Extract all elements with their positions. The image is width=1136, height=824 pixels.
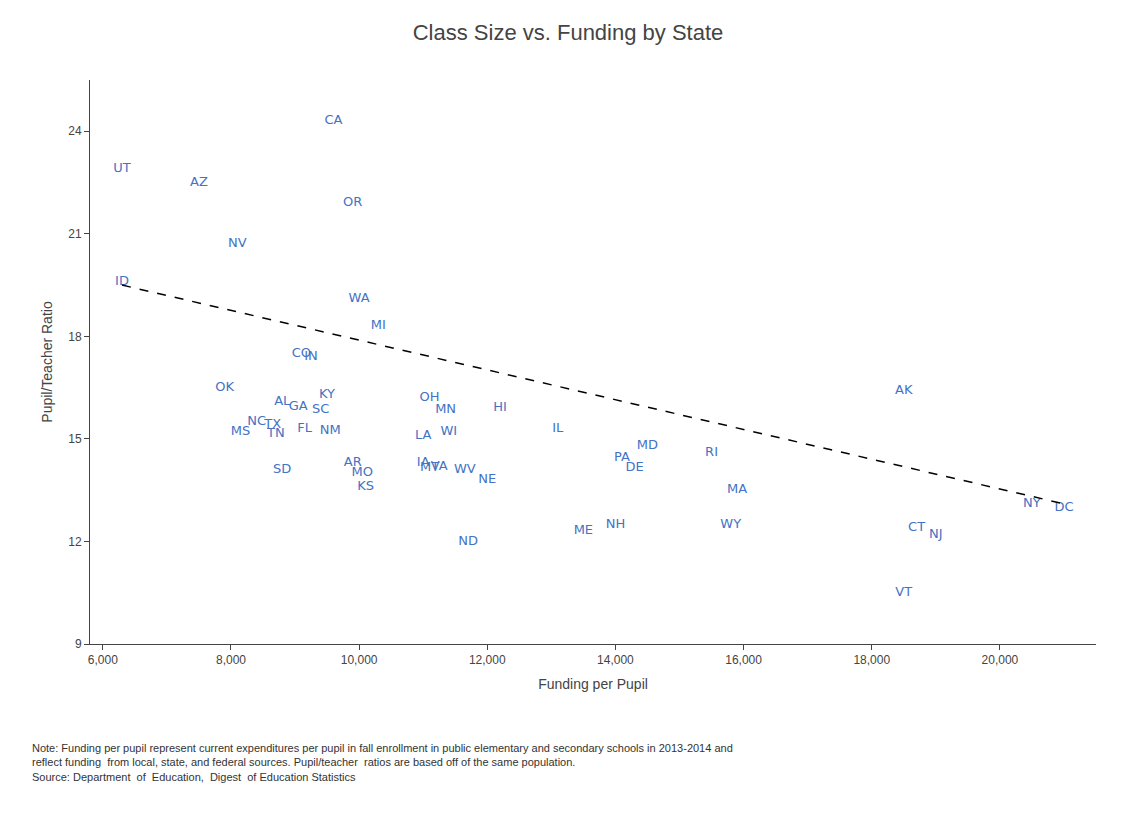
svg-text:ME: ME	[574, 522, 593, 537]
svg-text:AL: AL	[274, 393, 291, 408]
svg-text:TX: TX	[263, 416, 281, 431]
svg-text:SD: SD	[273, 461, 291, 476]
svg-text:DC: DC	[1054, 499, 1073, 514]
svg-text:NE: NE	[478, 471, 496, 486]
svg-text:VT: VT	[895, 584, 912, 599]
svg-text:MD: MD	[637, 437, 658, 452]
svg-text:LA: LA	[415, 427, 432, 442]
svg-text:NM: NM	[320, 422, 341, 437]
svg-text:12,000: 12,000	[469, 653, 506, 667]
svg-text:GA: GA	[289, 398, 308, 413]
svg-text:FL: FL	[297, 420, 312, 435]
svg-text:CA: CA	[324, 112, 342, 127]
svg-text:AR: AR	[344, 454, 362, 469]
svg-text:NY: NY	[1023, 495, 1041, 510]
svg-text:KY: KY	[319, 386, 335, 401]
svg-text:10,000: 10,000	[341, 653, 378, 667]
svg-text:TN: TN	[266, 425, 285, 440]
svg-text:RI: RI	[705, 444, 718, 459]
svg-text:CO: CO	[292, 345, 311, 360]
svg-text:IL: IL	[552, 420, 564, 435]
svg-text:WV: WV	[454, 461, 476, 476]
svg-text:KS: KS	[357, 478, 374, 493]
svg-text:14,000: 14,000	[597, 653, 634, 667]
svg-text:OR: OR	[343, 194, 362, 209]
svg-text:Note: Funding per pupil repres: Note: Funding per pupil represent curren…	[32, 742, 733, 783]
svg-text:24: 24	[68, 124, 82, 138]
svg-text:MI: MI	[371, 317, 386, 332]
svg-text:VA: VA	[431, 458, 448, 473]
svg-text:HI: HI	[493, 399, 507, 414]
svg-text:15: 15	[68, 432, 82, 446]
svg-text:MA: MA	[727, 481, 747, 496]
svg-text:IN: IN	[304, 348, 318, 363]
svg-text:MN: MN	[435, 401, 456, 416]
svg-text:ND: ND	[458, 533, 478, 548]
svg-text:NV: NV	[228, 235, 247, 250]
svg-text:AZ: AZ	[190, 174, 208, 189]
svg-text:20,000: 20,000	[982, 653, 1019, 667]
svg-text:OH: OH	[420, 389, 440, 404]
svg-text:DE: DE	[626, 459, 644, 474]
svg-text:IA: IA	[417, 454, 430, 469]
svg-text:12: 12	[68, 535, 82, 549]
svg-text:UT: UT	[113, 160, 131, 175]
svg-text:WI: WI	[440, 423, 457, 438]
svg-text:WY: WY	[720, 516, 741, 531]
svg-text:16,000: 16,000	[725, 653, 762, 667]
svg-text:PA: PA	[614, 449, 630, 464]
svg-text:Funding per Pupil: Funding per Pupil	[538, 676, 648, 692]
svg-text:9: 9	[75, 637, 82, 651]
svg-text:MO: MO	[352, 464, 373, 479]
svg-text:SC: SC	[312, 401, 329, 416]
svg-text:NH: NH	[606, 516, 626, 531]
svg-text:MS: MS	[231, 423, 250, 438]
svg-text:Pupil/Teacher Ratio: Pupil/Teacher Ratio	[39, 301, 55, 423]
svg-text:MT: MT	[420, 459, 439, 474]
svg-text:18,000: 18,000	[853, 653, 890, 667]
svg-text:NC: NC	[247, 413, 266, 428]
svg-text:OK: OK	[215, 379, 234, 394]
svg-text:ID: ID	[115, 273, 129, 288]
svg-text:WA: WA	[349, 290, 370, 305]
svg-text:AK: AK	[895, 382, 913, 397]
svg-text:18: 18	[68, 330, 82, 344]
svg-text:Class Size vs. Funding by Stat: Class Size vs. Funding by State	[413, 20, 724, 45]
svg-text:6,000: 6,000	[88, 653, 118, 667]
svg-text:CT: CT	[908, 519, 925, 534]
svg-text:21: 21	[68, 227, 82, 241]
svg-text:8,000: 8,000	[216, 653, 246, 667]
svg-text:NJ: NJ	[929, 526, 943, 541]
